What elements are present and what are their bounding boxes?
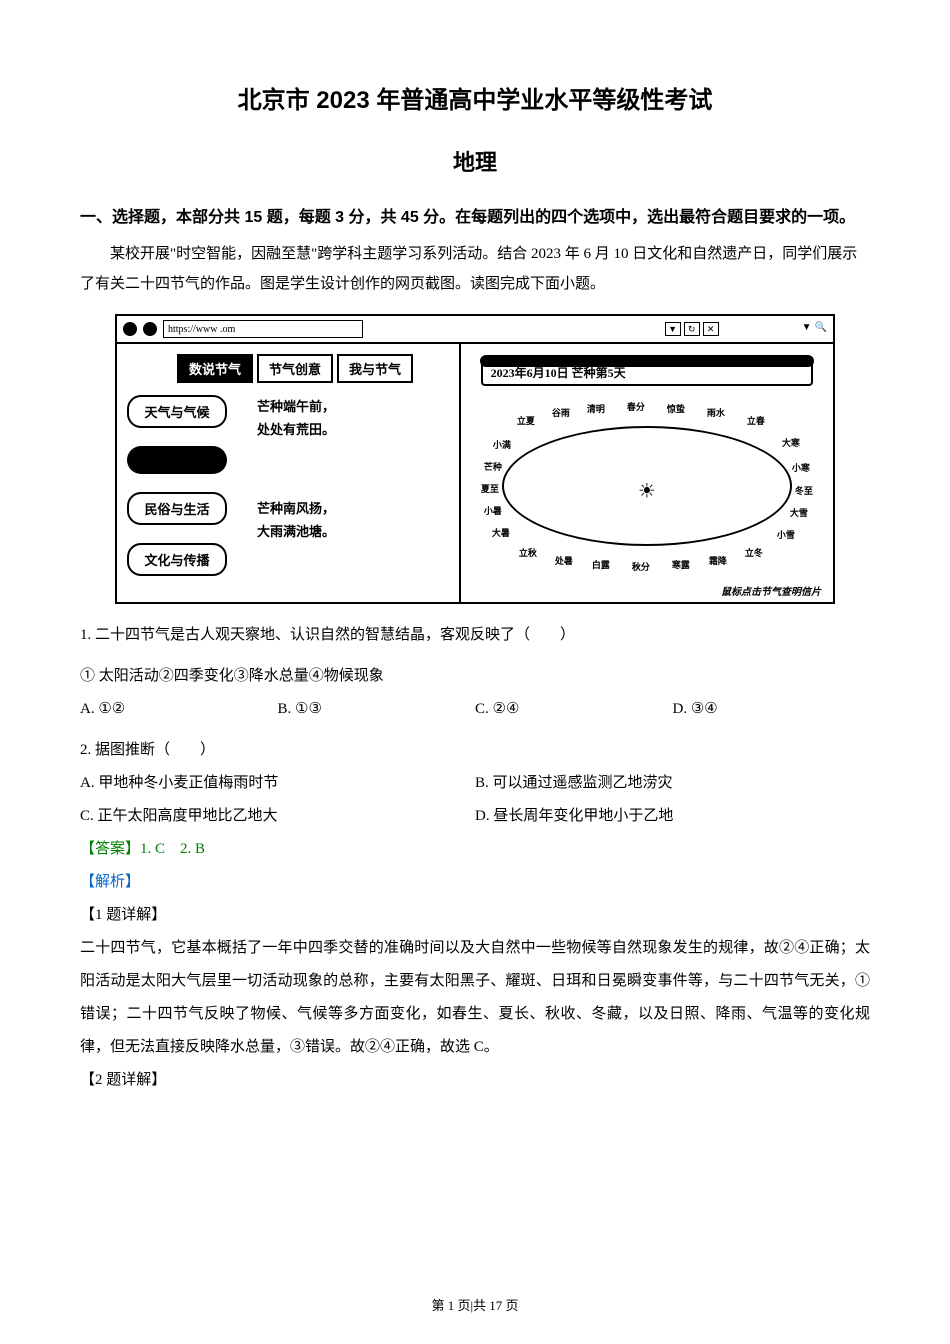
term-jingzhe: 惊蛰: [667, 402, 685, 415]
category-folk: 民俗与生活: [127, 492, 227, 525]
explanation1-text: 二十四节气，它基本概括了一年中四季交替的准确时间以及大自然中一些物候等自然现象发…: [80, 932, 870, 1064]
term-dashu: 大暑: [492, 526, 510, 539]
dropdown-icon: ▼: [665, 322, 681, 336]
tab-chuangyi: 节气创意: [257, 354, 333, 383]
figure-footer-note: 鼠标点击节气查明信片: [721, 583, 821, 598]
term-lidong: 立冬: [745, 546, 763, 559]
explanation1-title: 【1 题详解】: [80, 899, 870, 932]
term-xiaoxue: 小雪: [777, 528, 795, 541]
search-dropdown-icon: ▼: [802, 322, 812, 336]
solar-terms-diagram: ☀ 立夏 谷雨 清明 春分 惊蛰 雨水 立春 大寒 小寒 冬至 大雪 小雪 立冬…: [487, 396, 807, 566]
term-dahan: 大寒: [782, 436, 800, 449]
explanation2-title: 【2 题详解】: [80, 1064, 870, 1097]
tab-woyujieqi: 我与节气: [337, 354, 413, 383]
q1-options: A. ①② B. ①③ C. ②④ D. ③④: [80, 693, 870, 726]
main-title: 北京市 2023 年普通高中学业水平等级性考试: [80, 80, 870, 115]
q2-option-b: B. 可以通过遥感监测乙地涝灾: [475, 767, 870, 800]
date-label: 2023年6月10日 芒种第5天: [481, 359, 813, 386]
term-mangzhong: 芒种: [484, 460, 502, 473]
q2-options-row1: A. 甲地种冬小麦正值梅雨时节 B. 可以通过遥感监测乙地涝灾: [80, 767, 870, 800]
q1-stem: 1. 二十四节气是古人观天察地、认识自然的智慧结晶，客观反映了（ ）: [80, 619, 870, 652]
term-chushu: 处暑: [555, 554, 573, 567]
q2-option-c: C. 正午太阳高度甲地比乙地大: [80, 800, 475, 833]
poem-1: 芒种端午前，处处有荒田。: [257, 395, 449, 442]
browser-controls: ▼ ↻ ✕ ▼ 🔍: [665, 322, 827, 336]
term-hanlu: 寒露: [672, 558, 690, 571]
q1-suboptions: ① 太阳活动②四季变化③降水总量④物候现象: [80, 660, 870, 693]
term-bailu: 白露: [592, 558, 610, 571]
q2-options-row2: C. 正午太阳高度甲地比乙地大 D. 昼长周年变化甲地小于乙地: [80, 800, 870, 833]
term-yushui: 雨水: [707, 406, 725, 419]
term-xiaoshu: 小暑: [484, 504, 502, 517]
poem-text: 芒种端午前，处处有荒田。 芒种南风扬，大雨满池塘。: [257, 395, 449, 544]
q1-option-c: C. ②④: [475, 693, 673, 726]
term-xiaohan: 小寒: [792, 461, 810, 474]
term-shuangjiang: 霜降: [709, 554, 727, 567]
term-daxue: 大雪: [790, 506, 808, 519]
sun-icon: ☀: [638, 479, 656, 504]
context-paragraph: 某校开展"时空智能，因融至慧"跨学科主题学习系列活动。结合 2023 年 6 月…: [80, 239, 870, 299]
webpage-figure: https://www .om ▼ ↻ ✕ ▼ 🔍 数说节气 节气创意 我与节气…: [115, 314, 835, 604]
close-icon: ✕: [703, 322, 719, 336]
term-qingming: 清明: [587, 402, 605, 415]
category-blank: [127, 446, 227, 474]
term-lichun: 立春: [747, 414, 765, 427]
answer-line: 【答案】1. C 2. B: [80, 833, 870, 866]
term-qiufen: 秋分: [632, 560, 650, 573]
analysis-label: 【解析】: [80, 866, 870, 899]
q2-option-d: D. 昼长周年变化甲地小于乙地: [475, 800, 870, 833]
term-xiazhi: 夏至: [481, 482, 499, 495]
search-icon: 🔍: [815, 322, 827, 336]
url-input: https://www .om: [163, 320, 363, 338]
q1-option-b: B. ①③: [278, 693, 476, 726]
left-panel: 数说节气 节气创意 我与节气 天气与气候 民俗与生活 文化与传播 芒种端午前，处…: [117, 344, 461, 602]
section-header: 一、选择题，本部分共 15 题，每题 3 分，共 45 分。在每题列出的四个选项…: [80, 202, 870, 234]
browser-back-icon: [123, 322, 137, 336]
term-guyu: 谷雨: [552, 406, 570, 419]
q1-option-a: A. ①②: [80, 693, 278, 726]
subject-title: 地理: [80, 145, 870, 177]
category-weather: 天气与气候: [127, 395, 227, 428]
q2-option-a: A. 甲地种冬小麦正值梅雨时节: [80, 767, 475, 800]
category-culture: 文化与传播: [127, 543, 227, 576]
term-lixia: 立夏: [517, 414, 535, 427]
q2-stem: 2. 据图推断（ ）: [80, 734, 870, 767]
right-panel: 2023年6月10日 芒种第5天 ☀ 立夏 谷雨 清明 春分 惊蛰 雨水 立春 …: [461, 344, 833, 602]
q1-option-d: D. ③④: [673, 693, 871, 726]
term-liqiu: 立秋: [519, 546, 537, 559]
browser-forward-icon: [143, 322, 157, 336]
refresh-icon: ↻: [684, 322, 700, 336]
page-footer: 第 1 页|共 17 页: [0, 1295, 950, 1314]
term-xiaoman: 小满: [493, 438, 511, 451]
tab-shushuo: 数说节气: [177, 354, 253, 383]
poem-2: 芒种南风扬，大雨满池塘。: [257, 497, 449, 544]
figure-body: 数说节气 节气创意 我与节气 天气与气候 民俗与生活 文化与传播 芒种端午前，处…: [117, 344, 833, 602]
browser-address-bar: https://www .om ▼ ↻ ✕ ▼ 🔍: [117, 316, 833, 344]
term-dongzhi: 冬至: [795, 484, 813, 497]
category-list: 天气与气候 民俗与生活 文化与传播: [127, 395, 227, 576]
tabs-row: 数说节气 节气创意 我与节气: [177, 354, 449, 383]
term-chunfen: 春分: [627, 400, 645, 413]
